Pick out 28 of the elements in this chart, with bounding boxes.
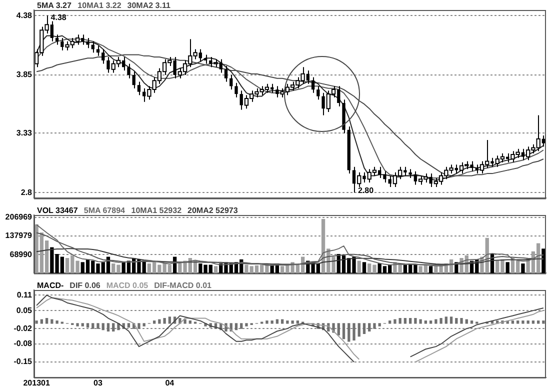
text: DIF-MACD 0.01 xyxy=(154,281,212,290)
text: 10MA1 3.22 xyxy=(78,1,122,10)
annotation: 2.80 xyxy=(358,186,374,195)
text: 30MA2 3.11 xyxy=(127,1,171,10)
y-tick-label: -0.15 xyxy=(14,357,33,366)
y-tick-label: 68990 xyxy=(10,250,33,259)
y-tick-label: -0.02 xyxy=(14,324,33,333)
y-tick-label: 0.05 xyxy=(16,306,33,315)
y-tick-label: 206969 xyxy=(5,212,33,222)
text: 20MA2 52973 xyxy=(188,206,238,215)
annotation: 4.38 xyxy=(50,12,67,22)
y-tick-label: 4.38 xyxy=(16,10,33,20)
chart-title: VOL 33467 xyxy=(37,206,78,215)
y-tick-label: 0.11 xyxy=(16,290,33,300)
text: MACD 0.05 xyxy=(106,281,149,290)
x-tick-label: 03 xyxy=(94,378,103,388)
y-tick-label: 137979 xyxy=(5,231,33,240)
chart-title: MACD- xyxy=(37,281,64,290)
x-tick-label: 04 xyxy=(165,378,175,388)
y-tick-label: -0.08 xyxy=(14,339,33,348)
text: 10MA1 52932 xyxy=(131,206,182,215)
x-tick-label: 201301 xyxy=(23,378,50,388)
series-label: DIF 0.06 xyxy=(70,281,101,290)
text: 5MA 3.27 xyxy=(37,1,72,10)
y-tick-label: 3.33 xyxy=(16,128,33,138)
y-tick-label: 3.85 xyxy=(16,70,33,80)
y-tick-label: 2.8 xyxy=(20,188,33,197)
text: 5MA 67894 xyxy=(84,206,126,215)
